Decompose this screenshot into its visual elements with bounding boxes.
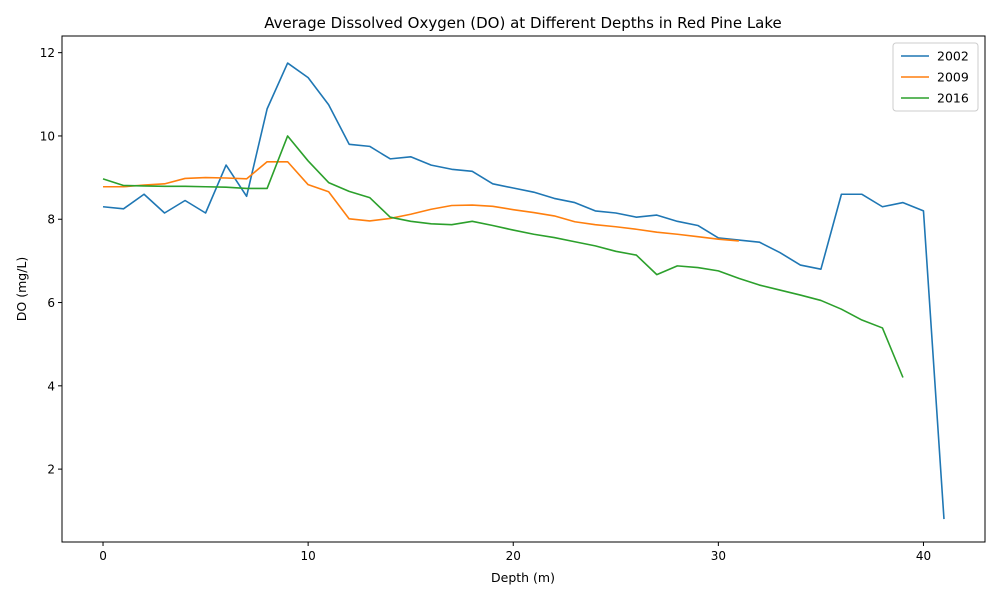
series-line-2016 (102, 135, 904, 378)
x-axis-ticks: 0 10 20 30 40 (99, 542, 931, 563)
y-tick-label: 4 (47, 379, 55, 393)
x-tick-label: 40 (916, 549, 931, 563)
x-axis-label: Depth (m) (491, 570, 555, 585)
plot-area (62, 36, 985, 542)
legend-box (892, 42, 979, 112)
series-line-2009 (103, 160, 739, 242)
plot-frame (61, 35, 986, 543)
y-axis-ticks: 2 4 6 8 10 12 (40, 46, 62, 477)
legend-label-2016: 2016 (937, 91, 969, 106)
y-tick-label: 8 (47, 213, 55, 227)
legend-label-2002: 2002 (937, 49, 969, 64)
y-tick-label: 12 (40, 46, 55, 60)
legend-label-2009: 2009 (937, 70, 969, 85)
y-tick-label: 6 (47, 296, 55, 310)
x-tick-label: 30 (711, 549, 726, 563)
x-tick-label: 10 (300, 549, 315, 563)
y-axis-label: DO (mg/L) (14, 257, 29, 321)
axes-layer (61, 35, 986, 543)
series-line-2002 (102, 62, 945, 520)
chart-title: Average Dissolved Oxygen (DO) at Differe… (264, 14, 782, 32)
x-tick-label: 0 (99, 549, 107, 563)
series-layer (102, 62, 945, 520)
x-tick-label: 20 (506, 549, 521, 563)
y-tick-label: 10 (40, 129, 55, 143)
y-tick-label: 2 (47, 463, 55, 477)
legend: 2002 2009 2016 (892, 42, 979, 112)
